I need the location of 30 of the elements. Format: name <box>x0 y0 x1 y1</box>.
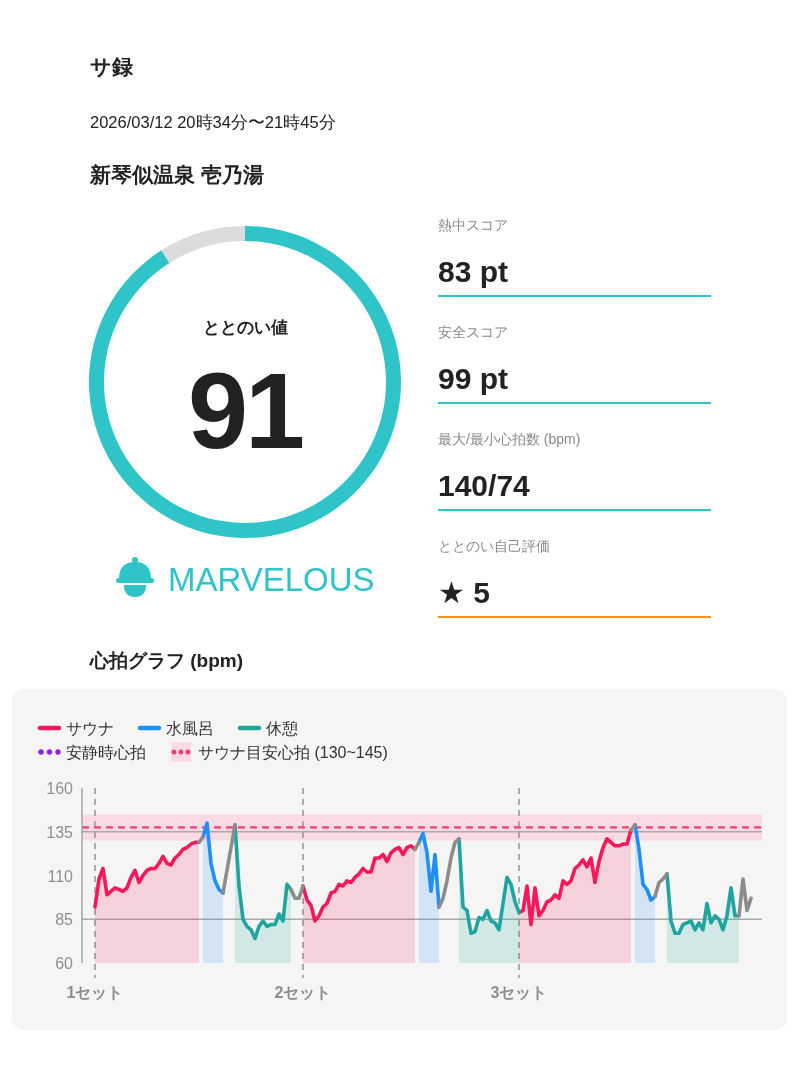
text: 新琴似温泉 壱乃湯 <box>89 163 264 186</box>
text: 熱中スコア <box>438 217 508 233</box>
y-tick-label: 135 <box>46 823 74 841</box>
text: ととのい自己評価 <box>438 538 550 554</box>
text: 2026/03/12 20時34分〜21時45分 <box>90 113 336 131</box>
text: 83 pt <box>438 255 509 288</box>
donut-slice <box>89 226 401 538</box>
legend-label: 休憩 <box>266 720 298 737</box>
y-tick-label: 85 <box>55 911 74 929</box>
text: MARVELOUS <box>168 561 375 598</box>
text: 最大/最小心拍数 (bpm) <box>438 431 581 447</box>
text: 140/74 <box>438 469 531 502</box>
text: ★ 5 <box>438 576 490 609</box>
legend-label: 安静時心拍 <box>66 744 146 761</box>
chart-title: 心拍グラフ (bpm) <box>89 650 244 671</box>
legend-label: サウナ <box>66 720 114 737</box>
data-label: 91 <box>187 350 303 471</box>
text: 安全スコア <box>438 324 508 340</box>
legend-label: サウナ目安心拍 (130~145) <box>198 744 388 761</box>
donut-slice <box>161 226 245 263</box>
text: 99 pt <box>438 362 509 395</box>
y-tick-label: 110 <box>47 867 74 885</box>
y-tick-label: 160 <box>46 780 74 797</box>
text: サ録 <box>90 55 133 78</box>
x-tick-label: 3セット <box>490 984 548 1001</box>
text: ととのい値 <box>202 318 288 337</box>
legend-label: 水風呂 <box>166 720 214 737</box>
x-tick-label: 2セット <box>274 984 332 1001</box>
x-tick-label: 1セット <box>66 984 124 1001</box>
y-tick-label: 60 <box>55 955 74 972</box>
